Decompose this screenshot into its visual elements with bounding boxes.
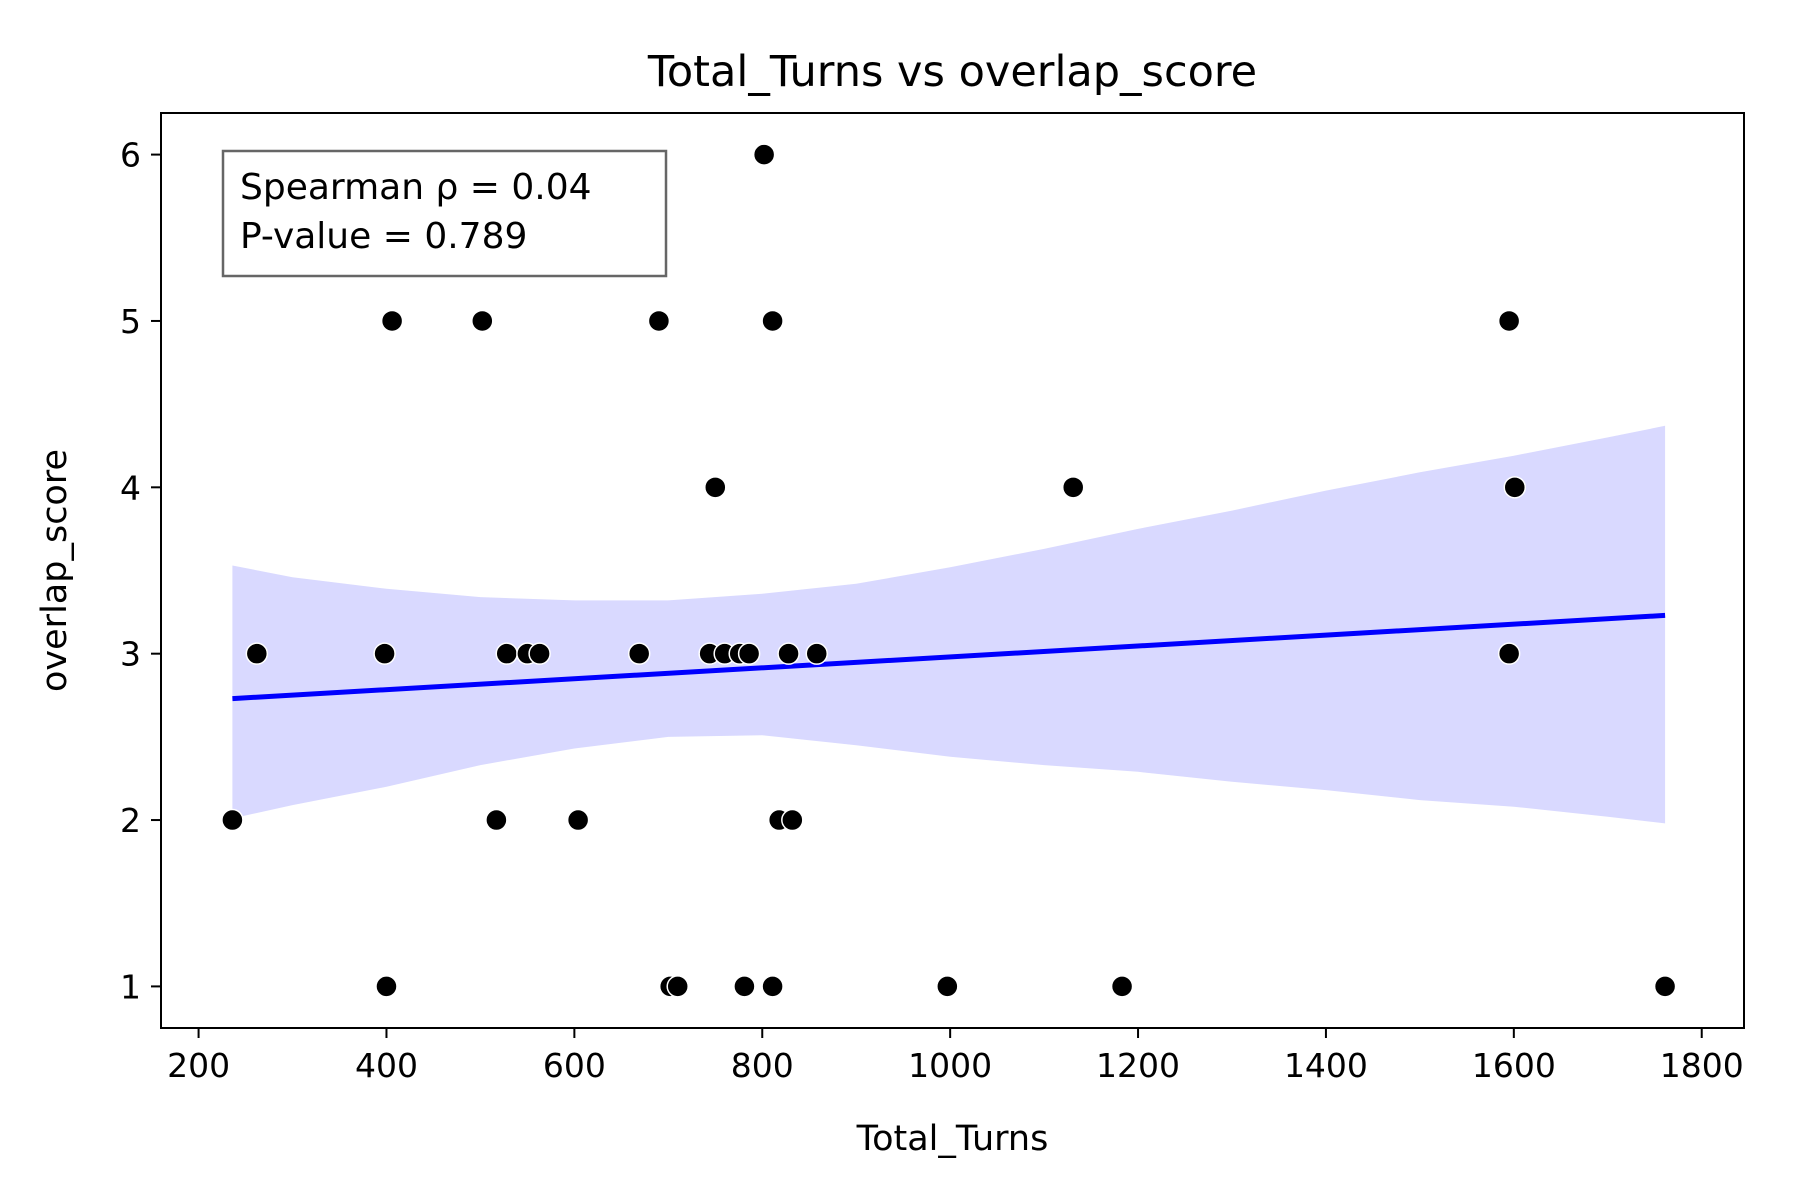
- y-axis: 1 2 3 4 5 6: [120, 136, 161, 1006]
- data-point: [752, 143, 776, 166]
- plot-frame: [160, 112, 1745, 1029]
- y-tick-label: 3: [120, 635, 141, 674]
- data-point: [627, 642, 651, 665]
- stats-annotation-box: [221, 149, 668, 278]
- data-point: [1061, 476, 1085, 499]
- data-point: [380, 309, 404, 333]
- spearman-rho-label: Spearman ρ = 0.04: [240, 167, 592, 208]
- data-point: [761, 309, 784, 333]
- x-tick-label: 800: [731, 1046, 794, 1085]
- x-tick-label: 1800: [1660, 1046, 1744, 1085]
- data-point: [1653, 975, 1677, 998]
- data-point: [704, 476, 727, 499]
- data-point: [1110, 975, 1134, 998]
- data-point: [471, 309, 494, 333]
- y-tick-label: 4: [120, 468, 141, 507]
- y-tick-label: 1: [120, 967, 141, 1006]
- y-tick-label: 2: [120, 801, 141, 840]
- data-point: [495, 642, 518, 665]
- stats-annotation: Spearman ρ = 0.04 P-value = 0.789: [221, 149, 668, 278]
- data-point: [805, 642, 828, 665]
- data-point: [781, 808, 804, 832]
- x-tick-label: 1000: [908, 1046, 992, 1085]
- data-point: [485, 808, 508, 832]
- confidence-band: [232, 425, 1666, 824]
- data-point: [737, 642, 761, 665]
- data-point: [936, 975, 959, 998]
- data-point: [761, 975, 784, 998]
- data-point: [1503, 476, 1527, 499]
- regression-line: [232, 612, 1666, 702]
- scatter-points-layer: [221, 143, 1677, 998]
- data-point: [528, 642, 551, 665]
- y-axis-label: overlap_score: [35, 449, 75, 692]
- data-point: [375, 975, 398, 998]
- data-point: [221, 808, 244, 832]
- x-tick-label: 400: [355, 1046, 418, 1085]
- data-point: [566, 808, 590, 832]
- x-tick-label: 200: [167, 1046, 230, 1085]
- regression-line-layer: [232, 612, 1666, 702]
- data-point: [647, 309, 671, 333]
- y-tick-label: 6: [120, 136, 141, 175]
- data-point: [733, 975, 756, 998]
- data-point: [1497, 309, 1521, 333]
- y-tick-label: 5: [120, 302, 141, 341]
- x-tick-label: 1200: [1096, 1046, 1180, 1085]
- x-tick-label: 1600: [1472, 1046, 1556, 1085]
- data-point: [245, 642, 269, 665]
- x-axis: 200 400 600 800 1000 1200 1400 1600 1800: [167, 1028, 1744, 1085]
- data-point: [373, 642, 396, 665]
- x-tick-label: 1400: [1284, 1046, 1368, 1085]
- data-point: [1497, 642, 1521, 665]
- data-point: [666, 975, 689, 998]
- x-axis-label: Total_Turns: [856, 1119, 1049, 1159]
- data-point: [777, 642, 800, 665]
- chart-title: Total_Turns vs overlap_score: [647, 47, 1257, 97]
- p-value-label: P-value = 0.789: [240, 216, 527, 257]
- confidence-band-layer: [232, 425, 1666, 824]
- x-tick-label: 600: [543, 1046, 606, 1085]
